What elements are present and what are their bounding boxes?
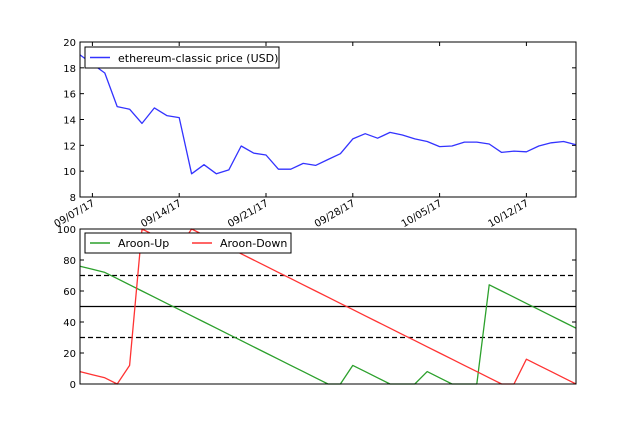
aroon-legend: Aroon-Up Aroon-Down <box>84 232 292 254</box>
y-tick-label: 0 <box>70 380 76 391</box>
y-tick-label: 20 <box>63 349 76 360</box>
aroon-legend-box <box>84 232 292 254</box>
y-tick-label: 100 <box>57 225 76 236</box>
price-legend: ethereum-classic price (USD) <box>84 46 280 69</box>
y-tick-label: 16 <box>63 90 76 101</box>
y-tick-label: 40 <box>63 318 76 329</box>
price-legend-box <box>84 46 280 69</box>
x-tick-label: 09/21/17 <box>226 198 270 230</box>
price-legend-label: ethereum-classic price (USD) <box>118 52 278 65</box>
aroon-chart: 0 20 40 60 80 100 Aroon-Up Aroon-Down <box>57 225 577 391</box>
price-plot-frame <box>79 41 577 198</box>
aroon-down-legend-label: Aroon-Down <box>220 237 287 250</box>
series-line <box>79 54 577 175</box>
y-tick-label: 18 <box>63 64 76 75</box>
y-tick-label: 20 <box>63 38 76 49</box>
y-tick-label: 12 <box>63 141 76 152</box>
y-tick-label: 80 <box>63 256 76 267</box>
y-tick-label: 10 <box>63 167 76 178</box>
y-tick-label: 8 <box>70 193 76 204</box>
x-tick-label: 09/28/17 <box>313 198 357 230</box>
aroon-plot-frame <box>79 228 577 385</box>
aroon-up-legend-label: Aroon-Up <box>118 237 169 250</box>
x-tick-label: 10/12/17 <box>486 198 530 230</box>
x-tick-label: 09/14/17 <box>139 198 183 230</box>
x-tick-label: 10/05/17 <box>400 198 444 230</box>
price-y-axis: 8 10 12 14 16 18 20 <box>63 38 576 204</box>
y-tick-label: 14 <box>63 116 76 127</box>
aroon-reference-lines <box>80 274 576 339</box>
y-tick-label: 60 <box>63 287 76 298</box>
price-series <box>79 54 577 175</box>
